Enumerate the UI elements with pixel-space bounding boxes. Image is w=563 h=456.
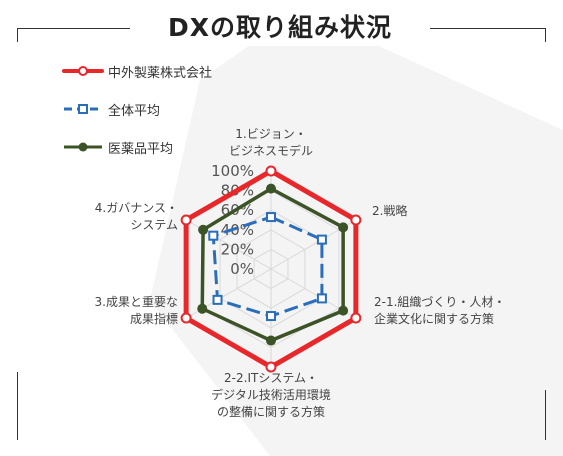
- legend-label-pharma: 医薬品平均: [108, 142, 174, 157]
- series-1-point-6: [180, 214, 192, 226]
- category-label-4-line-2: デジタル技術活用環境: [211, 387, 331, 402]
- category-label-4: 2-2.ITシステム・デジタル技術活用環境の整備に関する方策: [211, 371, 331, 419]
- series-1-point-3: [350, 312, 362, 324]
- series-2-point-5: [212, 294, 223, 305]
- chart-title: DXの取り組み状況: [130, 10, 430, 46]
- series-1-point-1: [265, 165, 277, 177]
- category-label-2-line-1: 2.戦略: [372, 203, 407, 218]
- category-label-1-line-2: ビジネスモデル: [229, 143, 313, 158]
- series-2-point-6: [208, 230, 219, 241]
- series-3-point-3: [338, 305, 349, 316]
- frame-right-top: [425, 28, 546, 29]
- series-3-point-2: [338, 222, 349, 233]
- series-2-point-3: [316, 293, 327, 304]
- category-label-6-line-1: 4.ガバナンス・: [95, 201, 178, 215]
- category-label-4-line-3: の整備に関する方策: [217, 404, 325, 419]
- category-label-6-line-2: システム: [130, 218, 178, 232]
- series-3-point-5: [197, 303, 208, 314]
- legend-marker-company: [62, 66, 104, 76]
- category-label-6: 4.ガバナンス・システム: [95, 201, 178, 232]
- category-label-3-line-1: 2-1.組織づくり・人材・: [374, 295, 505, 309]
- frame-left-top: [17, 28, 135, 29]
- category-label-1-line-1: 1.ビジョン・: [235, 127, 306, 141]
- category-label-4-line-1: 2-2.ITシステム・: [224, 371, 318, 385]
- tick-label-1: 20%: [221, 240, 254, 258]
- legend-marker-overall: [64, 104, 102, 114]
- legend-label-company: 中外製薬株式会社: [108, 66, 213, 81]
- tick-label-5: 100%: [211, 162, 254, 180]
- series-1-point-4: [265, 361, 277, 373]
- category-label-1: 1.ビジョン・ビジネスモデル: [229, 127, 313, 158]
- frame-left-vertical: [17, 28, 18, 42]
- series-3-point-1: [266, 183, 276, 194]
- series-2-point-2: [316, 234, 327, 245]
- frame-bottom-right-vertical: [545, 390, 546, 440]
- frame-bottom-left-vertical: [17, 372, 18, 440]
- series-3-point-4: [266, 335, 276, 346]
- series-2-point-1: [266, 212, 276, 223]
- category-label-5: 3.成果と重要な成果指標: [95, 295, 178, 326]
- category-label-2: 2.戦略: [372, 203, 407, 218]
- series-1-point-5: [180, 312, 192, 324]
- frame-right-vertical: [545, 28, 546, 42]
- legend-label-overall: 全体平均: [108, 104, 161, 119]
- category-label-5-line-2: 成果指標: [130, 311, 178, 326]
- series-2-point-4: [266, 311, 276, 322]
- tick-label-0: 0%: [230, 260, 254, 278]
- category-label-3: 2-1.組織づくり・人材・企業文化に関する方策: [374, 295, 505, 326]
- category-label-5-line-1: 3.成果と重要な: [95, 295, 178, 309]
- category-label-3-line-2: 企業文化に関する方策: [374, 311, 494, 326]
- legend-marker-pharma: [64, 142, 102, 152]
- series-1-point-2: [350, 214, 362, 226]
- series-3-point-6: [198, 224, 209, 235]
